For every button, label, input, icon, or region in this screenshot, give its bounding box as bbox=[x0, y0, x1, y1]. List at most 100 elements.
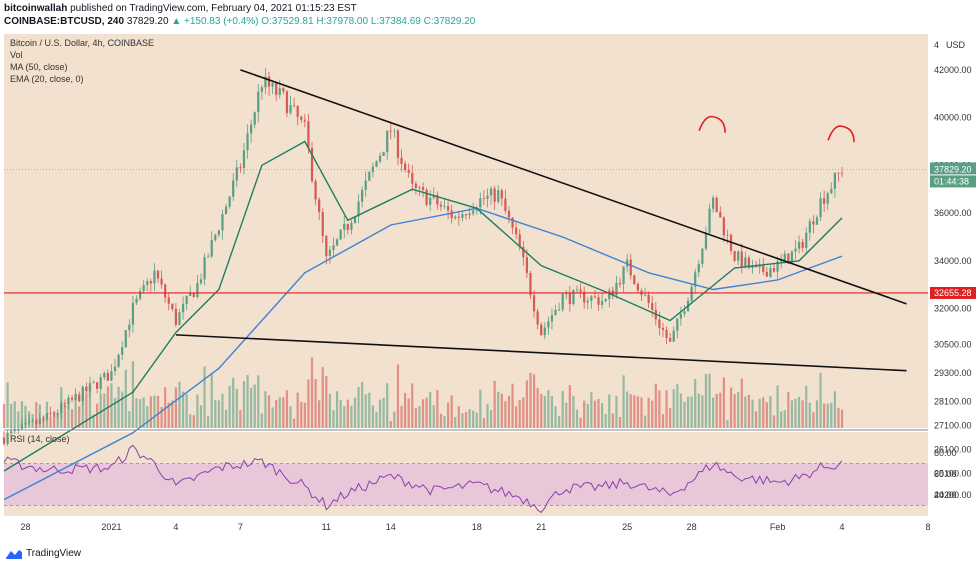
volume-bar bbox=[604, 414, 607, 428]
volume-bar bbox=[181, 391, 185, 428]
volume-bar bbox=[651, 400, 654, 428]
volume-bar bbox=[554, 406, 557, 428]
volume-bar bbox=[819, 372, 822, 428]
lower-trendline[interactable] bbox=[175, 334, 907, 372]
volume-bar bbox=[575, 409, 579, 428]
candle-body bbox=[808, 221, 811, 233]
volume-bar bbox=[565, 402, 568, 428]
candle-body bbox=[429, 197, 432, 205]
candle-body bbox=[353, 216, 357, 223]
chart-area[interactable]: Bitcoin / U.S. Dollar, 4h, COINBASE Vol … bbox=[0, 30, 980, 550]
volume-bar bbox=[74, 393, 77, 428]
candle-body bbox=[600, 301, 604, 305]
candle-body bbox=[454, 216, 457, 219]
volume-bar bbox=[235, 388, 238, 428]
volume-bar bbox=[124, 369, 127, 428]
candle-body bbox=[679, 313, 682, 319]
rsi-tick-label: 80.00 bbox=[934, 448, 957, 458]
price-pane[interactable] bbox=[4, 34, 928, 428]
rsi-axis[interactable]: 80.00 60.00 40.00 bbox=[934, 448, 957, 500]
price-chart-svg[interactable]: Bitcoin / U.S. Dollar, 4h, COINBASE Vol … bbox=[0, 30, 980, 550]
volume-bar bbox=[393, 411, 396, 428]
volume-bar bbox=[404, 392, 407, 428]
volume-bar bbox=[672, 389, 675, 428]
candle-body bbox=[608, 290, 611, 300]
candle-body bbox=[522, 246, 525, 258]
candle-body bbox=[78, 394, 81, 402]
volume-bar bbox=[658, 390, 661, 428]
price-axis[interactable]: USD 4 42000.0040000.0038000.0036000.0034… bbox=[934, 40, 972, 500]
volume-bar bbox=[389, 421, 392, 428]
footer-brand[interactable]: TradingView bbox=[26, 548, 82, 559]
candle-body bbox=[572, 289, 575, 304]
volume-bar bbox=[629, 394, 632, 428]
candle-body bbox=[554, 310, 557, 316]
candle-body bbox=[418, 187, 421, 188]
candle-body bbox=[210, 240, 213, 257]
candle-body bbox=[518, 234, 521, 247]
candle-body bbox=[96, 382, 99, 389]
volume-bar bbox=[550, 395, 554, 428]
candle-body bbox=[701, 248, 704, 264]
volume-bar bbox=[339, 399, 342, 428]
volume-bar bbox=[10, 403, 13, 428]
candle-body bbox=[393, 130, 396, 132]
annotation-arc-left[interactable] bbox=[698, 115, 726, 133]
volume-bar bbox=[740, 378, 743, 428]
candle-body bbox=[636, 284, 640, 291]
candle-body bbox=[722, 217, 725, 236]
volume-bar bbox=[49, 417, 52, 428]
candle-body bbox=[346, 223, 349, 230]
volume-bar bbox=[228, 385, 231, 428]
support-tag-text: 32655.28 bbox=[934, 288, 972, 298]
volume-bar bbox=[801, 400, 804, 428]
volume-bar bbox=[282, 397, 285, 428]
volume-bar bbox=[285, 390, 289, 428]
candle-body bbox=[321, 211, 324, 236]
candle-body bbox=[271, 83, 274, 87]
volume-bar bbox=[300, 401, 303, 428]
price-tag-bg bbox=[930, 162, 976, 175]
candle-body bbox=[626, 259, 629, 267]
volume-bar bbox=[776, 385, 779, 428]
candle-body bbox=[196, 283, 199, 297]
candle-body bbox=[425, 189, 428, 205]
volume-bar bbox=[149, 396, 152, 428]
volume-bar bbox=[35, 402, 38, 428]
candle-body bbox=[583, 291, 586, 303]
support-tag: 32655.28 bbox=[930, 286, 976, 299]
volume-bar bbox=[432, 405, 435, 428]
candle-body bbox=[260, 87, 263, 92]
volume-bar bbox=[42, 416, 45, 428]
candle-body bbox=[762, 264, 765, 272]
candle-body bbox=[20, 424, 24, 429]
time-axis[interactable]: 28 2021 4 7 11 14 18 21 25 28 Feb 4 8 bbox=[20, 522, 930, 532]
volume-bar bbox=[454, 417, 457, 428]
volume-bar bbox=[507, 395, 511, 428]
candle-body bbox=[658, 319, 661, 328]
volume-bar bbox=[275, 400, 278, 428]
candle-body bbox=[472, 210, 475, 214]
candle-body bbox=[432, 195, 435, 198]
volume-bar bbox=[489, 410, 493, 428]
time-tick-label: 8 bbox=[925, 522, 930, 532]
author[interactable]: bitcoinwallah bbox=[4, 3, 68, 14]
candle-body bbox=[92, 382, 95, 384]
candle-body bbox=[787, 253, 790, 264]
volume-bar bbox=[737, 392, 740, 428]
volume-bar bbox=[633, 395, 636, 428]
candle-body bbox=[45, 413, 49, 420]
candle-body bbox=[532, 295, 536, 312]
candle-body bbox=[661, 327, 665, 330]
candle-body bbox=[783, 253, 786, 261]
candle-body bbox=[525, 257, 528, 274]
candle-body bbox=[704, 232, 708, 249]
candle-body bbox=[683, 311, 686, 314]
candle-body bbox=[138, 290, 142, 299]
candle-body bbox=[214, 234, 217, 241]
candle-body bbox=[754, 265, 758, 268]
candle-body bbox=[285, 91, 289, 113]
candle-body bbox=[404, 163, 407, 171]
upper-trendline[interactable] bbox=[240, 69, 907, 305]
annotation-arc-right[interactable] bbox=[827, 125, 855, 143]
